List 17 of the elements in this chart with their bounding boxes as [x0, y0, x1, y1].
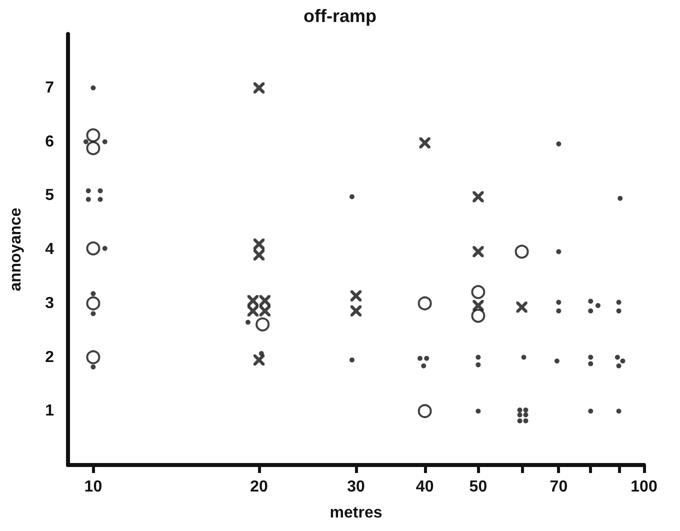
chart-title: off-ramp — [304, 6, 376, 26]
x-tick-label: 50 — [469, 478, 488, 496]
y-axis-title: annoyance — [8, 208, 24, 292]
y-tick-label: 2 — [45, 348, 54, 366]
x-tick-label: 70 — [550, 478, 568, 496]
y-tick-label: 4 — [45, 241, 54, 258]
y-tick-label: 5 — [45, 187, 54, 204]
y-tick-label: 6 — [45, 133, 54, 150]
x-axis-title: metres — [330, 504, 382, 522]
x-tick-label: 100 — [630, 478, 658, 496]
x-tick-label: 40 — [416, 478, 434, 496]
x-tick-label: 10 — [84, 478, 102, 496]
y-tick-label: 1 — [45, 402, 54, 420]
y-tick-label: 7 — [45, 79, 54, 96]
x-tick-label: 30 — [347, 478, 365, 496]
x-tick-label: 20 — [250, 478, 268, 496]
y-tick-label: 3 — [45, 294, 54, 312]
